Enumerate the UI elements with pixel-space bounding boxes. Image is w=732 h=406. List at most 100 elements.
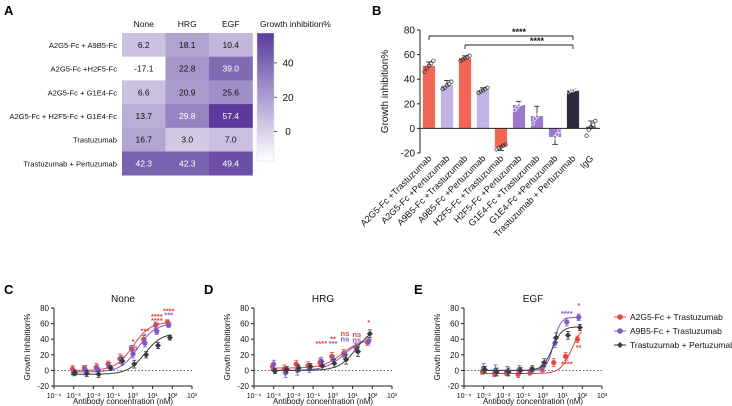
data-point [483,86,488,92]
data-point [449,79,454,84]
data-point [514,105,519,110]
heatmap-row-label: Trastuzumab [73,136,117,145]
panel-label-c: C [4,282,14,297]
data-point [166,334,173,341]
heatmap-cell [122,80,166,105]
panel-title: EGF [523,294,544,305]
data-point [496,145,501,151]
data-point [354,348,361,355]
significance-annotation: ns [352,335,361,344]
x-tick-label: 10⁻² [287,393,301,400]
significance-annotation: **** [151,312,163,321]
data-point [447,81,452,87]
panel-label-a: A [4,3,14,18]
data-point [532,116,537,121]
heatmap-cell [165,151,210,176]
heatmap-cell [122,127,166,152]
data-point [152,322,159,328]
data-point [564,319,570,325]
data-point [331,360,338,367]
panel-title: HRG [312,294,334,305]
colorbar-tick-label: 0 [285,127,291,138]
y-tick-label: 0 [455,366,460,375]
data-point [574,336,581,342]
significance-annotation: **** [315,339,327,348]
data-point [440,86,445,92]
colorbar-tick-label: 20 [282,93,294,104]
heatmap-cell [209,80,253,105]
significance-annotation: ** [330,335,336,344]
significance-annotation: ns [352,330,361,339]
significance-annotation: *** [164,310,173,319]
data-point [566,89,571,94]
data-point [521,99,526,104]
heatmap-cell-value: 57.4 [222,111,239,121]
data-point [512,107,517,113]
y-tick-label: -20 [401,149,416,160]
data-point [591,122,596,127]
y-tick-label: 20 [240,351,249,360]
data-point [588,125,594,130]
data-point [460,57,465,62]
heatmap-cell-value: 13.7 [135,111,152,121]
heatmap-cell [165,33,210,57]
y-tick-label: 80 [40,304,49,313]
legend-marker [617,314,623,320]
significance-annotation: *** [329,339,338,348]
data-point [517,367,524,374]
x-tick-label: 10⁻³ [67,393,81,400]
significance-annotation: ** [154,321,160,330]
bar [458,58,472,129]
y-tick-label: -20 [237,382,249,391]
bar [494,128,508,147]
data-point [573,86,578,92]
panel-label-e: E [414,282,423,297]
data-point [283,366,290,373]
data-point [516,102,522,108]
heatmap-cell-value: 3.0 [181,135,193,145]
x-tick-label: 10¹ [348,393,359,400]
data-point [343,356,350,363]
legend-label: A2G5-Fc + Trastuzumab [630,312,723,322]
data-point [498,144,504,150]
heatmap-cell-value: -17.1 [134,64,154,74]
panel-label-b: B [372,3,381,18]
heatmap-cell [209,127,253,152]
x-tick-label: 10⁻² [87,393,101,400]
data-point [307,363,314,370]
data-point [575,86,580,92]
y-tick-label: 0 [245,366,250,375]
significance-annotation: ns [341,335,350,344]
data-point [465,54,470,60]
data-point [519,101,524,106]
data-point [424,65,429,71]
data-point [551,360,557,366]
y-tick-label: 40 [40,335,49,344]
panel-d-dose-response: D HRG 80 60 40 20 0 -20 10⁻⁴ 10⁻³ 10⁻² 10⁻¹ 10⁰ 10¹ 1… [204,282,398,406]
heatmap-cell-value: 39.0 [222,64,239,74]
x-tick-label: 10⁻¹ [516,393,530,400]
data-point [568,88,573,93]
data-point [534,113,540,119]
x-tick-label: 10¹ [558,393,569,400]
data-point [480,88,486,93]
data-point [537,111,542,116]
y-tick-label: 40 [450,335,459,344]
heatmap-cell-value: 18.1 [179,40,196,50]
colorbar-tick-label: 40 [282,58,294,69]
data-point [586,127,591,132]
data-point [503,142,508,147]
heatmap-cell [165,56,210,81]
significance-annotation: **** [561,309,573,318]
significance-annotation: ns [341,329,350,338]
heatmap-cell [209,104,253,129]
data-point [119,358,126,365]
data-point [95,371,102,378]
panel-label-d: D [204,282,213,297]
heatmap-cell [165,104,210,129]
data-point [429,61,434,66]
data-point [501,143,506,148]
heatmap-column-header: HRG [178,19,197,29]
data-point [555,132,560,137]
heatmap-cell [122,151,166,176]
